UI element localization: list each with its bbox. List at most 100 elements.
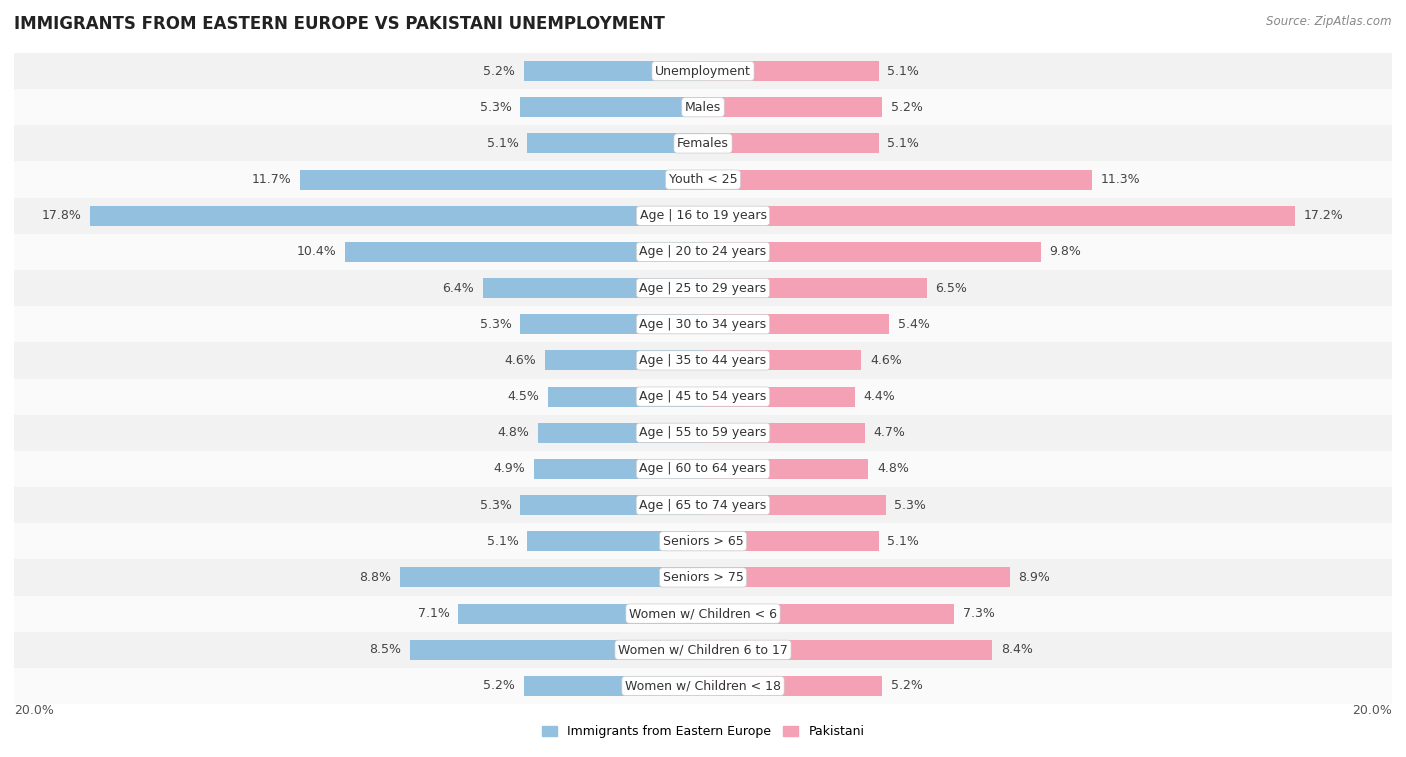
Text: 11.3%: 11.3%	[1101, 173, 1140, 186]
Text: 5.1%: 5.1%	[486, 137, 519, 150]
Bar	[14, 270, 1392, 306]
Text: Age | 25 to 29 years: Age | 25 to 29 years	[640, 282, 766, 294]
Bar	[90, 206, 703, 226]
Text: 11.7%: 11.7%	[252, 173, 291, 186]
Text: Women w/ Children < 6: Women w/ Children < 6	[628, 607, 778, 620]
Bar	[520, 314, 703, 334]
Text: 6.4%: 6.4%	[441, 282, 474, 294]
Bar	[14, 487, 1392, 523]
Bar	[14, 451, 1392, 487]
Bar	[482, 278, 703, 298]
Text: 4.7%: 4.7%	[873, 426, 905, 439]
Bar	[14, 342, 1392, 378]
Bar	[703, 459, 869, 479]
Text: 4.4%: 4.4%	[863, 390, 896, 403]
Text: 5.2%: 5.2%	[891, 680, 922, 693]
Text: 17.2%: 17.2%	[1305, 209, 1344, 223]
Bar	[14, 126, 1392, 161]
Legend: Immigrants from Eastern Europe, Pakistani: Immigrants from Eastern Europe, Pakistan…	[537, 721, 869, 743]
Bar	[14, 53, 1392, 89]
Bar	[14, 596, 1392, 631]
Text: 20.0%: 20.0%	[1353, 704, 1392, 717]
Bar	[14, 559, 1392, 596]
Bar	[703, 170, 1092, 189]
Text: 9.8%: 9.8%	[1049, 245, 1081, 258]
Bar	[14, 306, 1392, 342]
Text: 5.1%: 5.1%	[887, 534, 920, 548]
Bar	[703, 350, 862, 370]
Bar	[520, 98, 703, 117]
Text: Age | 30 to 34 years: Age | 30 to 34 years	[640, 318, 766, 331]
Bar	[703, 531, 879, 551]
Text: Women w/ Children < 18: Women w/ Children < 18	[626, 680, 780, 693]
Bar	[524, 676, 703, 696]
Text: 8.5%: 8.5%	[370, 643, 402, 656]
Bar	[703, 603, 955, 624]
Text: 5.1%: 5.1%	[486, 534, 519, 548]
Text: Seniors > 65: Seniors > 65	[662, 534, 744, 548]
Text: 8.4%: 8.4%	[1001, 643, 1033, 656]
Text: 4.5%: 4.5%	[508, 390, 540, 403]
Text: 5.3%: 5.3%	[894, 499, 927, 512]
Text: 5.2%: 5.2%	[484, 680, 515, 693]
Text: Age | 45 to 54 years: Age | 45 to 54 years	[640, 390, 766, 403]
Text: 5.1%: 5.1%	[887, 64, 920, 77]
Text: 5.3%: 5.3%	[479, 101, 512, 114]
Text: 4.9%: 4.9%	[494, 463, 526, 475]
Bar	[703, 423, 865, 443]
Text: Women w/ Children 6 to 17: Women w/ Children 6 to 17	[619, 643, 787, 656]
Bar	[14, 198, 1392, 234]
Bar	[458, 603, 703, 624]
Text: Age | 35 to 44 years: Age | 35 to 44 years	[640, 354, 766, 367]
Bar	[14, 523, 1392, 559]
Bar	[14, 89, 1392, 126]
Bar	[14, 161, 1392, 198]
Text: 7.1%: 7.1%	[418, 607, 450, 620]
Text: 5.2%: 5.2%	[891, 101, 922, 114]
Bar	[344, 242, 703, 262]
Text: Age | 60 to 64 years: Age | 60 to 64 years	[640, 463, 766, 475]
Text: 8.8%: 8.8%	[360, 571, 391, 584]
Bar	[14, 234, 1392, 270]
Bar	[411, 640, 703, 659]
Bar	[534, 459, 703, 479]
Text: 5.1%: 5.1%	[887, 137, 920, 150]
Bar	[703, 133, 879, 154]
Bar	[703, 676, 882, 696]
Bar	[703, 206, 1295, 226]
Bar	[14, 378, 1392, 415]
Bar	[703, 387, 855, 407]
Bar	[527, 531, 703, 551]
Bar	[544, 350, 703, 370]
Bar	[703, 568, 1010, 587]
Text: 4.8%: 4.8%	[877, 463, 908, 475]
Text: 20.0%: 20.0%	[14, 704, 53, 717]
Text: 5.3%: 5.3%	[479, 318, 512, 331]
Bar	[703, 495, 886, 515]
Text: 4.6%: 4.6%	[870, 354, 901, 367]
Text: 4.8%: 4.8%	[498, 426, 529, 439]
Bar	[14, 668, 1392, 704]
Text: Source: ZipAtlas.com: Source: ZipAtlas.com	[1267, 15, 1392, 28]
Bar	[520, 495, 703, 515]
Text: 10.4%: 10.4%	[297, 245, 336, 258]
Text: 17.8%: 17.8%	[41, 209, 82, 223]
Bar	[524, 61, 703, 81]
Bar	[703, 242, 1040, 262]
Text: 5.3%: 5.3%	[479, 499, 512, 512]
Bar	[548, 387, 703, 407]
Text: Seniors > 75: Seniors > 75	[662, 571, 744, 584]
Text: Age | 65 to 74 years: Age | 65 to 74 years	[640, 499, 766, 512]
Bar	[703, 98, 882, 117]
Text: Age | 16 to 19 years: Age | 16 to 19 years	[640, 209, 766, 223]
Text: Unemployment: Unemployment	[655, 64, 751, 77]
Text: 5.4%: 5.4%	[897, 318, 929, 331]
Text: Males: Males	[685, 101, 721, 114]
Text: IMMIGRANTS FROM EASTERN EUROPE VS PAKISTANI UNEMPLOYMENT: IMMIGRANTS FROM EASTERN EUROPE VS PAKIST…	[14, 15, 665, 33]
Bar	[527, 133, 703, 154]
Text: 5.2%: 5.2%	[484, 64, 515, 77]
Bar	[299, 170, 703, 189]
Text: Youth < 25: Youth < 25	[669, 173, 737, 186]
Bar	[14, 631, 1392, 668]
Bar	[703, 61, 879, 81]
